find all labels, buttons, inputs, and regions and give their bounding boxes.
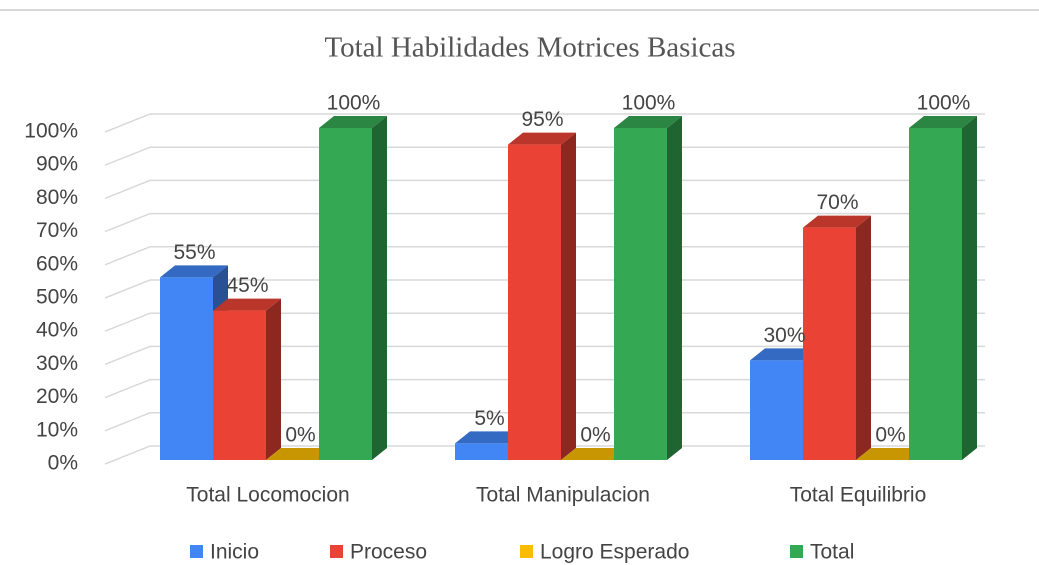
x-tick-label: Total Locomocion xyxy=(186,484,349,507)
bar-top xyxy=(266,448,334,460)
legend-label: Inicio xyxy=(210,541,259,564)
bar xyxy=(455,443,508,460)
bar-top xyxy=(319,116,387,128)
bar-side xyxy=(962,116,977,460)
legend-label: Total xyxy=(810,541,854,564)
y-tick-label: 40% xyxy=(36,319,78,342)
y-tick-label: 0% xyxy=(48,452,78,475)
data-label: 45% xyxy=(226,274,268,297)
data-label: 100% xyxy=(327,92,381,115)
data-label: 100% xyxy=(622,92,676,115)
bar-top xyxy=(614,116,682,128)
bar xyxy=(803,227,856,460)
y-tick-label: 10% xyxy=(36,418,78,441)
x-tick-label: Total Equilibrio xyxy=(790,484,927,507)
y-tick-label: 80% xyxy=(36,186,78,209)
data-label: 0% xyxy=(580,424,610,447)
bar-top xyxy=(455,431,523,444)
y-tick-label: 50% xyxy=(36,286,78,309)
bar xyxy=(319,128,372,460)
y-tick-label: 70% xyxy=(36,219,78,242)
legend-label: Proceso xyxy=(350,541,427,564)
legend-swatch xyxy=(520,545,533,558)
data-label: 55% xyxy=(173,241,215,264)
y-tick-label: 30% xyxy=(36,352,78,375)
bar xyxy=(614,128,667,460)
grid-line xyxy=(104,212,985,233)
grid-line xyxy=(104,312,985,332)
y-tick-label: 100% xyxy=(24,120,78,143)
grid-line xyxy=(104,279,985,299)
bar-side xyxy=(667,116,682,460)
y-tick-label: 60% xyxy=(36,252,78,275)
bar-side xyxy=(856,215,871,460)
x-tick-label: Total Manipulacion xyxy=(476,484,650,507)
data-label: 5% xyxy=(474,407,504,430)
bar xyxy=(750,360,803,460)
data-label: 0% xyxy=(285,424,315,447)
bar-top xyxy=(508,132,576,145)
bar-top xyxy=(750,348,818,361)
legend-swatch xyxy=(330,545,343,558)
grid-line xyxy=(104,146,985,166)
grid-line xyxy=(104,378,985,399)
bar-top xyxy=(856,448,924,460)
bar-side xyxy=(372,116,387,460)
bar-side xyxy=(266,298,281,460)
bar-top xyxy=(561,448,629,460)
data-label: 100% xyxy=(917,92,971,115)
legend-label: Logro Esperado xyxy=(540,541,689,564)
bar xyxy=(213,310,266,460)
legend-swatch xyxy=(190,545,203,558)
y-tick-label: 20% xyxy=(36,385,78,408)
bar-side xyxy=(561,132,576,460)
bar-top xyxy=(909,116,977,128)
bar xyxy=(508,144,561,460)
data-label: 30% xyxy=(763,324,805,347)
grid-line xyxy=(104,445,985,465)
bar-top xyxy=(213,298,281,311)
grid-line xyxy=(104,179,985,200)
grid-line xyxy=(104,246,985,266)
y-tick-label: 90% xyxy=(36,153,78,176)
bar xyxy=(160,277,213,460)
grid-line xyxy=(104,345,985,366)
bar-top xyxy=(160,265,228,278)
data-label: 70% xyxy=(816,191,858,214)
data-label: 95% xyxy=(521,108,563,131)
grid-line xyxy=(104,412,985,432)
chart-title: Total Habilidades Motrices Basicas xyxy=(324,32,735,64)
legend-swatch xyxy=(790,545,803,558)
bar-top xyxy=(803,215,871,228)
bar xyxy=(909,128,962,460)
grid-line xyxy=(104,113,985,133)
data-label: 0% xyxy=(875,424,905,447)
